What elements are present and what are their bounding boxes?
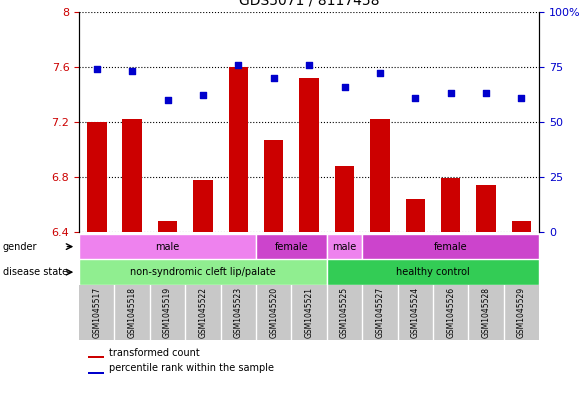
Bar — [299, 78, 319, 232]
Bar — [362, 234, 539, 259]
Point — [340, 83, 349, 90]
Bar — [193, 180, 213, 232]
Text: female: female — [434, 242, 468, 252]
Bar — [256, 234, 327, 259]
Bar — [79, 259, 327, 285]
Bar — [476, 185, 496, 232]
Point — [92, 66, 101, 72]
Bar — [88, 356, 104, 358]
Bar — [335, 166, 354, 232]
Text: GSM1045519: GSM1045519 — [163, 286, 172, 338]
Text: GSM1045522: GSM1045522 — [199, 286, 207, 338]
Point — [163, 97, 172, 103]
Bar — [229, 67, 248, 232]
Bar — [512, 221, 531, 232]
Text: GSM1045528: GSM1045528 — [482, 286, 490, 338]
Text: GSM1045527: GSM1045527 — [376, 286, 384, 338]
Text: female: female — [275, 242, 308, 252]
Bar — [158, 221, 178, 232]
Text: male: male — [332, 242, 357, 252]
Bar — [88, 372, 104, 374]
Text: percentile rank within the sample: percentile rank within the sample — [109, 364, 274, 373]
Text: male: male — [155, 242, 180, 252]
Bar — [327, 259, 539, 285]
Point — [446, 90, 455, 96]
Bar — [122, 119, 142, 232]
Point — [517, 94, 526, 101]
Text: GSM1045523: GSM1045523 — [234, 286, 243, 338]
Bar — [327, 234, 362, 259]
Bar — [87, 122, 107, 232]
Point — [375, 70, 384, 77]
Point — [305, 61, 314, 68]
Title: GDS5071 / 8117458: GDS5071 / 8117458 — [239, 0, 379, 8]
Point — [269, 75, 278, 81]
Text: GSM1045518: GSM1045518 — [128, 286, 137, 338]
Bar — [370, 119, 390, 232]
Text: GSM1045529: GSM1045529 — [517, 286, 526, 338]
Point — [411, 94, 420, 101]
Point — [234, 61, 243, 68]
Text: GSM1045517: GSM1045517 — [93, 286, 101, 338]
Point — [481, 90, 490, 96]
Bar — [406, 199, 425, 232]
Text: GSM1045526: GSM1045526 — [446, 286, 455, 338]
Bar — [79, 234, 256, 259]
Text: GSM1045521: GSM1045521 — [305, 286, 314, 338]
Text: transformed count: transformed count — [109, 347, 200, 358]
Text: gender: gender — [3, 242, 38, 252]
Point — [198, 92, 207, 99]
Point — [128, 68, 137, 74]
Text: GSM1045520: GSM1045520 — [269, 286, 278, 338]
Text: GSM1045525: GSM1045525 — [340, 286, 349, 338]
Text: GSM1045524: GSM1045524 — [411, 286, 420, 338]
Bar — [441, 178, 461, 232]
Text: disease state: disease state — [3, 267, 68, 277]
Bar — [264, 140, 284, 232]
Text: healthy control: healthy control — [396, 267, 470, 277]
Text: non-syndromic cleft lip/palate: non-syndromic cleft lip/palate — [130, 267, 276, 277]
